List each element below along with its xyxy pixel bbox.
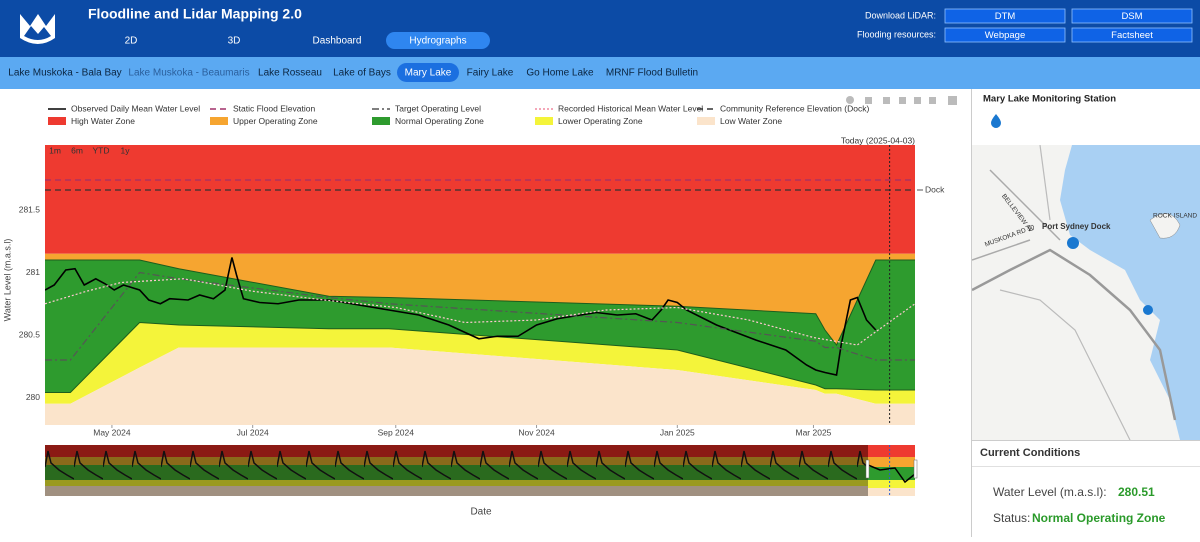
link-button[interactable] xyxy=(944,27,1066,43)
legend-label[interactable]: Recorded Historical Mean Water Level xyxy=(558,103,703,113)
legend-label[interactable]: High Water Zone xyxy=(71,116,135,126)
status-label: Status: xyxy=(993,511,1030,525)
range-button[interactable]: YTD xyxy=(93,145,110,155)
today-label: Today (2025-04-03) xyxy=(841,135,915,145)
legend-swatch xyxy=(697,117,715,125)
lake-tab[interactable]: Lake Muskoka - Bala Bay xyxy=(8,68,121,79)
range-button[interactable]: 1y xyxy=(121,145,131,155)
lake-tab[interactable]: Fairy Lake xyxy=(467,68,514,79)
legend-label[interactable]: Target Operating Level xyxy=(395,103,481,113)
station-icon xyxy=(991,114,1001,128)
legend-label[interactable]: Community Reference Elevation (Dock) xyxy=(720,103,869,113)
range-button[interactable]: 6m xyxy=(71,145,83,155)
zone-band xyxy=(45,322,915,404)
app-title: Floodline and Lidar Mapping 2.0 xyxy=(88,6,302,22)
download-label: Download LiDAR: xyxy=(865,10,936,20)
lake-tab[interactable]: Mary Lake xyxy=(405,68,452,79)
range-button[interactable]: 1m xyxy=(49,145,61,155)
logo xyxy=(20,14,55,44)
nav-tab[interactable]: 2D xyxy=(125,36,138,47)
legend-swatch xyxy=(535,117,553,125)
map-label: Port Sydney Dock xyxy=(1042,222,1111,231)
legend-swatch xyxy=(210,117,228,125)
lake-tab[interactable]: Lake of Bays xyxy=(333,68,391,79)
lake-tab[interactable]: Go Home Lake xyxy=(526,68,594,79)
x-axis-title: Date xyxy=(470,507,492,518)
x-tick-label: May 2024 xyxy=(93,427,131,437)
legend-swatch xyxy=(372,117,390,125)
map[interactable] xyxy=(972,145,1200,440)
zone-band xyxy=(45,253,915,345)
zone-band xyxy=(45,260,915,393)
link-button-label[interactable]: DSM xyxy=(1121,11,1142,22)
resources-label: Flooding resources: xyxy=(857,29,936,39)
link-button-label[interactable]: Factsheet xyxy=(1111,30,1153,41)
x-tick-label: Nov 2024 xyxy=(518,427,555,437)
zone-band xyxy=(45,347,915,425)
nav-tab[interactable]: Hydrographs xyxy=(409,36,466,47)
conditions-title: Current Conditions xyxy=(980,447,1080,459)
water-level-label: Water Level (m.a.s.l): xyxy=(993,485,1107,499)
x-tick-label: Jan 2025 xyxy=(660,427,695,437)
zone-edge xyxy=(45,259,915,346)
legend-label[interactable]: Upper Operating Zone xyxy=(233,116,318,126)
plot-area xyxy=(45,145,915,425)
series-line xyxy=(45,257,877,376)
status-value: Normal Operating Zone xyxy=(1032,511,1166,525)
series-line xyxy=(45,278,915,346)
map-label: ROCK ISLAND xyxy=(1153,213,1197,220)
x-tick-label: Jul 2024 xyxy=(237,427,269,437)
legend-label[interactable]: Lower Operating Zone xyxy=(558,116,643,126)
lake-tab[interactable]: MRNF Flood Bulletin xyxy=(606,68,698,79)
link-button[interactable] xyxy=(1071,27,1193,43)
legend-label[interactable]: Normal Operating Zone xyxy=(395,116,484,126)
link-button-label[interactable]: DTM xyxy=(995,11,1016,22)
legend-label[interactable]: Observed Daily Mean Water Level xyxy=(71,103,200,113)
series-line xyxy=(45,271,915,361)
y-tick-label: 280.5 xyxy=(19,329,41,339)
water-level-value: 280.51 xyxy=(1118,485,1155,499)
y-tick-label: 281.5 xyxy=(19,204,41,214)
legend-label[interactable]: Low Water Zone xyxy=(720,116,782,126)
x-tick-label: Sep 2024 xyxy=(378,427,415,437)
range-slider[interactable] xyxy=(45,445,918,496)
link-button-label[interactable]: Webpage xyxy=(985,30,1026,41)
lake-tab[interactable]: Lake Rosseau xyxy=(258,68,322,79)
y-axis-title: Water Level (m.a.s.l) xyxy=(2,239,12,322)
legend-label[interactable]: Static Flood Elevation xyxy=(233,103,315,113)
link-button[interactable] xyxy=(944,8,1066,24)
x-tick-label: Mar 2025 xyxy=(796,427,832,437)
zone-band xyxy=(45,145,915,254)
nav-tab[interactable]: 3D xyxy=(228,36,241,47)
lake-tab-active[interactable] xyxy=(397,63,459,82)
y-tick-label: 280 xyxy=(26,392,40,402)
lake-tab-bar xyxy=(0,57,1200,89)
station-title: Mary Lake Monitoring Station xyxy=(983,94,1116,105)
nav-tab-active[interactable] xyxy=(386,32,490,49)
legend-swatch xyxy=(48,117,66,125)
reference-label: Dock xyxy=(925,184,945,194)
nav-tab[interactable]: Dashboard xyxy=(313,36,362,47)
lake-tab[interactable]: Lake Muskoka - Beaumaris xyxy=(128,68,249,79)
y-tick-label: 281 xyxy=(26,267,40,277)
zone-edge xyxy=(45,321,915,393)
chart-toolbar xyxy=(846,96,957,105)
link-button[interactable] xyxy=(1071,8,1193,24)
